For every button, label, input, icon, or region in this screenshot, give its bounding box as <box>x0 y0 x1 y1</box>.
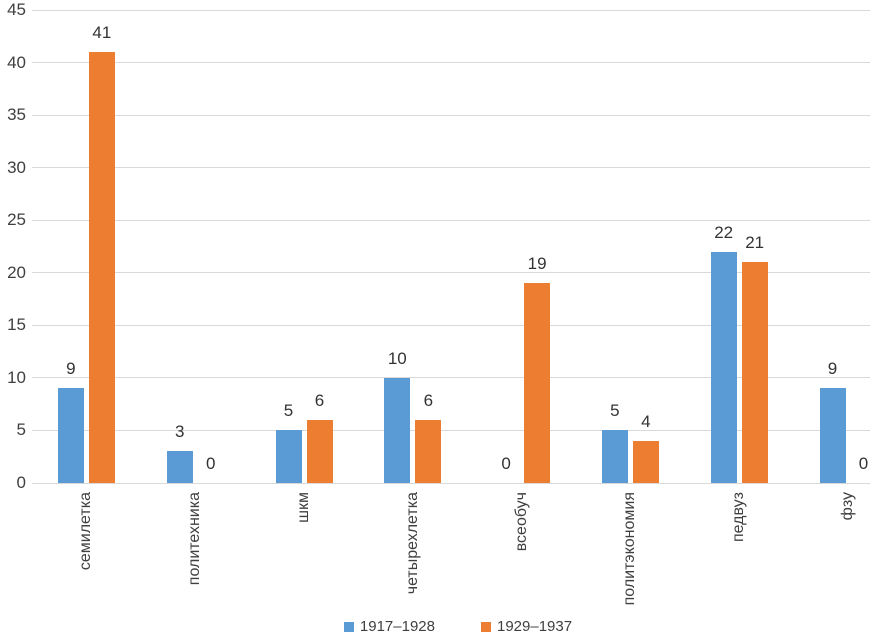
y-axis-tick-label: 15 <box>7 315 26 335</box>
bar <box>415 419 442 483</box>
legend-item: 1917–1928 <box>343 618 435 635</box>
x-axis-label: фзу <box>837 492 859 520</box>
gridline <box>32 377 870 379</box>
y-axis-tick-label: 20 <box>7 262 26 282</box>
gridline <box>32 324 870 326</box>
y-axis-tick-label: 10 <box>7 367 26 387</box>
x-axis-label: политэкономия <box>619 492 641 605</box>
bar <box>57 388 84 483</box>
x-axis-label: педвуз <box>728 492 750 542</box>
data-label: 9 <box>66 359 76 379</box>
x-axis-label-text: политехника <box>186 492 204 586</box>
legend-swatch <box>343 621 354 632</box>
gridline <box>32 429 870 431</box>
data-label: 4 <box>641 411 651 431</box>
data-label: 0 <box>205 454 216 473</box>
gridline <box>32 114 870 116</box>
y-axis-tick-label: 5 <box>16 420 26 440</box>
data-label: 21 <box>745 233 765 253</box>
bar <box>741 262 768 483</box>
x-axis-label: всеобуч <box>511 492 533 551</box>
bar <box>384 377 411 483</box>
data-label: 0 <box>501 454 511 473</box>
data-label: 22 <box>714 222 734 242</box>
data-label: 0 <box>858 454 869 473</box>
gridline <box>32 219 870 221</box>
bar <box>819 388 846 483</box>
bar <box>601 430 628 483</box>
x-axis-label-text: семилетка <box>77 492 95 571</box>
data-label: 5 <box>610 401 620 421</box>
bar <box>275 430 302 483</box>
y-axis-tick-label: 35 <box>7 105 26 125</box>
gridline <box>32 9 870 11</box>
bar <box>88 52 115 483</box>
data-label: 19 <box>527 254 547 274</box>
x-axis-label-text: фзу <box>839 492 856 521</box>
y-axis-tick-label: 40 <box>7 52 26 72</box>
data-label: 3 <box>174 422 185 442</box>
gridline <box>32 62 870 64</box>
legend-item: 1929–1937 <box>481 618 572 635</box>
bar <box>306 419 333 483</box>
gridline <box>32 482 870 484</box>
data-label: 9 <box>827 359 838 379</box>
gridline <box>32 272 870 274</box>
x-axis-label: шкм <box>293 492 315 523</box>
x-axis-label-text: педвуз <box>730 492 748 543</box>
legend-label: 1929–1937 <box>497 618 573 635</box>
data-label: 10 <box>387 348 407 368</box>
bar <box>524 283 551 483</box>
data-label: 6 <box>314 390 325 410</box>
y-axis-tick-label: 25 <box>7 210 26 230</box>
x-axis-label-text: всеобуч <box>512 492 530 552</box>
x-axis-label: четырехлетка <box>402 492 424 594</box>
legend-label: 1917–1928 <box>359 618 435 635</box>
bar <box>632 440 659 483</box>
legend-swatch <box>481 621 491 632</box>
y-axis-tick-label: 30 <box>7 157 26 177</box>
x-axis-label: политехника <box>184 492 206 585</box>
data-label: 6 <box>423 390 434 410</box>
bar <box>166 451 193 483</box>
y-axis-tick-label: 45 <box>7 0 26 19</box>
data-label: 5 <box>283 401 294 421</box>
x-axis-label-text: шкм <box>295 492 312 523</box>
y-axis-tick-label: 0 <box>16 473 26 492</box>
x-axis-label-text: политэкономия <box>621 492 639 606</box>
x-axis-label-text: четырехлетка <box>403 492 421 595</box>
x-axis-label: семилетка <box>75 492 97 570</box>
gridline <box>32 167 870 169</box>
bar <box>710 251 737 483</box>
data-label: 41 <box>92 23 112 43</box>
legend: 1917–1928 1929–1937 <box>23 618 870 635</box>
